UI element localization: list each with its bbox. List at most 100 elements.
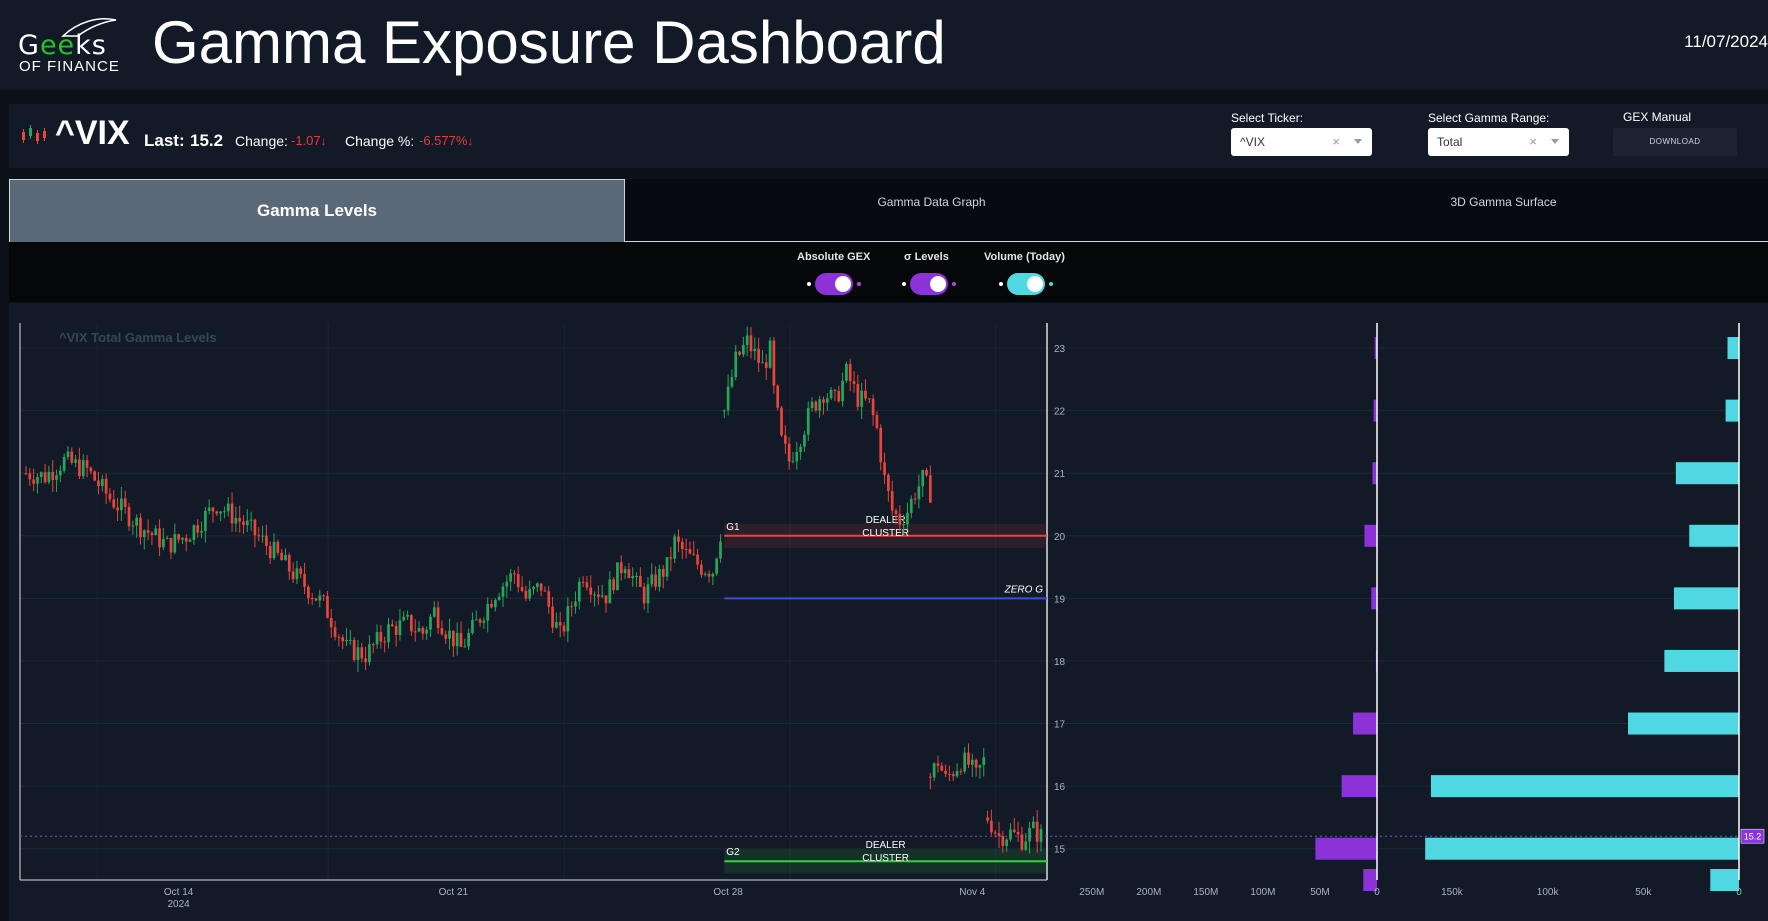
candle: [803, 434, 806, 447]
candle: [36, 477, 39, 484]
candle: [70, 451, 74, 463]
gex-tick-label: 0: [1374, 887, 1380, 898]
absolute-gex-toggle[interactable]: [807, 273, 861, 295]
candle: [871, 398, 875, 416]
candle: [722, 410, 726, 412]
candle: [436, 607, 440, 629]
candle: [818, 399, 822, 411]
download-button[interactable]: DOWNLOAD: [1613, 128, 1737, 156]
candle: [493, 599, 497, 608]
candle: [513, 573, 516, 575]
candle: [219, 511, 222, 514]
geeks-of-finance-logo: Geeks OF FINANCE: [18, 18, 140, 75]
candle: [879, 427, 883, 463]
tab-gamma-data-graph[interactable]: Gamma Data Graph: [877, 195, 986, 209]
candle: [509, 573, 512, 582]
gex-bar: [1371, 587, 1377, 610]
candle: [589, 587, 593, 595]
candle: [417, 627, 421, 632]
candle: [612, 579, 615, 591]
candle: [570, 606, 574, 608]
candle: [154, 528, 158, 536]
candle: [24, 473, 28, 475]
gamma-range-select[interactable]: Total ×: [1428, 128, 1569, 156]
chevron-down-icon[interactable]: [1551, 139, 1559, 144]
clear-icon[interactable]: ×: [1332, 134, 1340, 149]
candle: [104, 478, 108, 494]
candle: [715, 558, 719, 574]
volume-today-toggle[interactable]: [999, 273, 1053, 295]
candle: [265, 535, 268, 546]
candle: [738, 351, 741, 355]
logo-swoosh-icon: [61, 18, 117, 37]
app-header: Geeks OF FINANCE Gamma Exposure Dashboar…: [0, 0, 1768, 90]
candle: [108, 493, 112, 500]
candle: [665, 557, 669, 577]
ticker-symbol: ^VIX: [55, 114, 130, 152]
candle: [127, 506, 131, 527]
dealer-cluster-label: DEALER: [866, 515, 906, 526]
sigma-levels-toggle[interactable]: [902, 273, 956, 295]
x-tick-sublabel: 2024: [168, 899, 191, 910]
candle: [402, 616, 406, 621]
candle: [490, 603, 493, 608]
candle: [837, 390, 841, 402]
toggle-label-volume-today: Volume (Today): [984, 251, 1065, 263]
candle: [1024, 841, 1028, 850]
candle: [497, 596, 501, 600]
gamma-levels-chart-panel: 23 22 21 20 19 18 17 16 15 Oct 14 2024 Oct 21 Oct 28…: [9, 303, 1768, 921]
candle: [532, 587, 535, 590]
candle: [459, 632, 463, 647]
candle: [352, 639, 356, 661]
candle: [631, 576, 635, 579]
candle: [261, 535, 264, 537]
candle: [608, 579, 612, 604]
candle: [1032, 821, 1035, 828]
candle: [680, 541, 684, 550]
candle: [276, 541, 280, 553]
clear-icon[interactable]: ×: [1529, 134, 1537, 149]
ticker-bar: ^VIX Last: 15.2 Change: -1.07↓ Change %:…: [9, 104, 1768, 168]
candle: [58, 470, 62, 476]
candle: [322, 595, 325, 597]
candle: [913, 498, 917, 500]
change-value: -1.07↓: [291, 133, 327, 148]
candle: [1009, 829, 1012, 840]
candle: [295, 568, 299, 580]
last-label: Last:: [144, 131, 185, 150]
candle: [425, 629, 429, 634]
volume-tick-label: 0: [1736, 887, 1742, 898]
tab-gamma-levels[interactable]: Gamma Levels: [9, 179, 625, 242]
candle: [948, 774, 951, 776]
candle: [123, 498, 127, 507]
candle: [314, 598, 318, 601]
candle: [139, 517, 142, 538]
candle: [455, 632, 459, 647]
candle: [364, 658, 367, 663]
candle: [925, 470, 928, 476]
gex-bar: [1374, 337, 1377, 360]
candle: [963, 752, 967, 772]
volume-tick-label: 100k: [1537, 887, 1560, 898]
candle: [669, 557, 673, 559]
tab-3d-gamma-surface[interactable]: 3D Gamma Surface: [1450, 195, 1557, 209]
candle: [543, 590, 547, 592]
gex-tick-label: 200M: [1136, 887, 1161, 898]
chevron-down-icon[interactable]: [1354, 139, 1362, 144]
candle: [684, 549, 688, 551]
candle: [867, 398, 871, 400]
change-pct-value: -6.577%↓: [419, 133, 473, 148]
candle: [635, 576, 638, 578]
date-label: 11/07/2024: [1684, 32, 1768, 51]
candle: [753, 348, 757, 352]
volume-tick-label: 50k: [1635, 887, 1652, 898]
select-range-label: Select Gamma Range:: [1428, 111, 1550, 125]
arrow-down-icon: ↓: [320, 134, 327, 148]
candle: [978, 765, 982, 768]
candle: [776, 385, 780, 408]
ticker-select[interactable]: ^VIX ×: [1231, 128, 1372, 156]
level-label: G2: [726, 847, 740, 858]
candle: [547, 591, 551, 607]
candle: [74, 459, 77, 463]
